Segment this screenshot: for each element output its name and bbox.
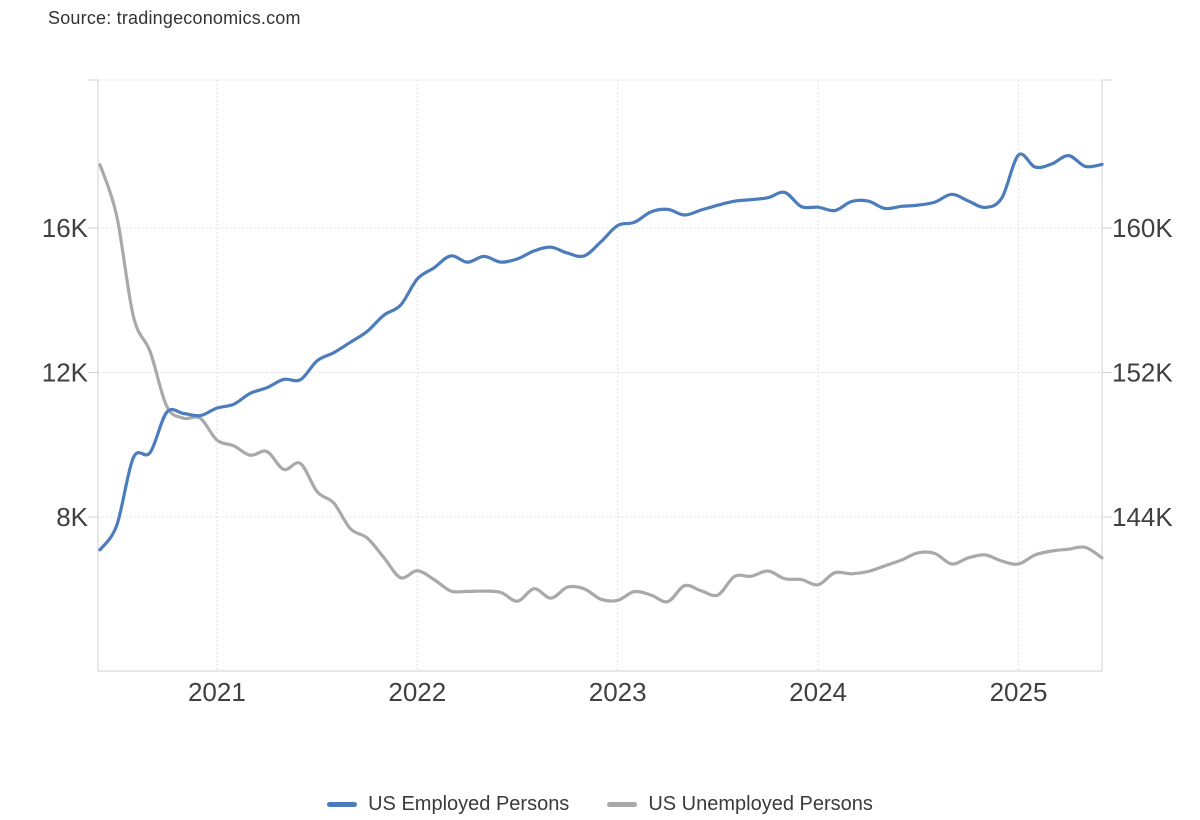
y-axis-label-right: 160K bbox=[1112, 213, 1173, 243]
x-axis-label: 2024 bbox=[789, 677, 847, 707]
unemployed-line-swatch bbox=[607, 801, 638, 807]
x-axis-label: 2025 bbox=[990, 677, 1048, 707]
legend-label-unemployed: US Unemployed Persons bbox=[648, 792, 873, 815]
source-label: Source: tradingeconomics.com bbox=[48, 8, 301, 28]
employed-line[interactable] bbox=[98, 152, 1104, 552]
unemployed-line[interactable] bbox=[98, 163, 1104, 604]
y-axis-label-right: 144K bbox=[1112, 502, 1173, 532]
legend-item-employed[interactable]: US Employed Persons bbox=[327, 793, 569, 816]
y-axis-label-left: 8K bbox=[56, 502, 88, 532]
legend-label-employed: US Employed Persons bbox=[368, 792, 570, 815]
x-axis-label: 2022 bbox=[388, 677, 446, 707]
y-axis-label-left: 12K bbox=[42, 358, 89, 388]
x-axis-label: 2023 bbox=[589, 677, 647, 707]
line-chart-plot[interactable]: 16K 12K 8K 160K 152K 144K 2021 2022 2023 2024 2025 bbox=[0, 0, 1200, 760]
y-axis-label-right: 152K bbox=[1112, 358, 1173, 388]
y-axis-label-left: 16K bbox=[42, 213, 89, 243]
legend-item-unemployed[interactable]: US Unemployed Persons bbox=[607, 793, 873, 816]
legend: US Employed Persons US Unemployed Person… bbox=[0, 789, 1200, 819]
employed-line-swatch bbox=[327, 801, 358, 807]
x-axis-label: 2021 bbox=[188, 677, 246, 707]
